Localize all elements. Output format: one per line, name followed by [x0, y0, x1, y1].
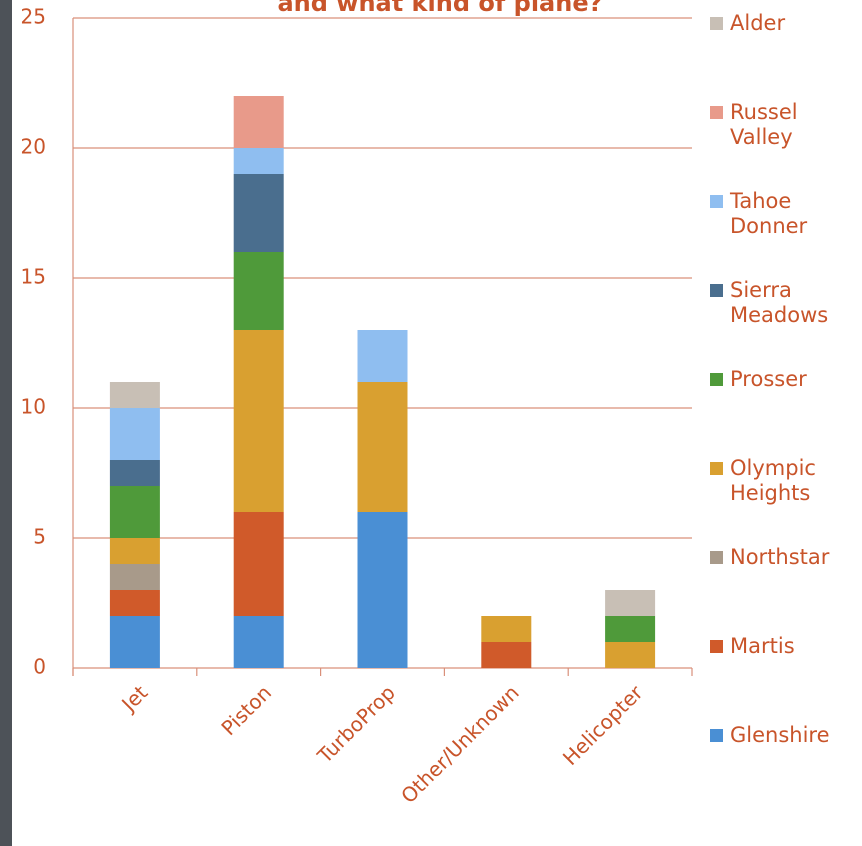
- y-tick-label: 5: [33, 525, 46, 549]
- legend-item: Northstar: [710, 545, 850, 570]
- x-tick-label: Piston: [216, 680, 276, 740]
- bar-segment: [357, 512, 408, 668]
- legend-swatch: [710, 373, 723, 386]
- bar-segment: [481, 642, 532, 668]
- legend-item: Martis: [710, 634, 850, 659]
- bar-segment: [357, 382, 408, 512]
- y-tick-label: 25: [21, 5, 46, 29]
- bar-segment: [233, 330, 284, 512]
- legend-swatch: [710, 551, 723, 564]
- legend-item: Tahoe Donner: [710, 189, 850, 239]
- bar-segment: [233, 96, 284, 148]
- x-tick-label: TurboProp: [312, 680, 400, 768]
- bar-segment: [109, 486, 160, 538]
- bar-segment: [605, 590, 656, 616]
- legend-swatch: [710, 106, 723, 119]
- legend-swatch: [710, 729, 723, 742]
- bar-segment: [109, 564, 160, 590]
- legend-label: Northstar: [730, 545, 830, 569]
- y-tick-label: 15: [21, 265, 46, 289]
- bar-segment: [481, 616, 532, 642]
- legend-label: Olympic Heights: [730, 456, 816, 505]
- legend-swatch: [710, 17, 723, 30]
- legend-item: Olympic Heights: [710, 456, 850, 506]
- legend-swatch: [710, 462, 723, 475]
- bar-segment: [109, 590, 160, 616]
- legend-label: Martis: [730, 634, 795, 658]
- bar-segment: [605, 616, 656, 642]
- legend-item: Alder: [710, 11, 850, 36]
- legend-swatch: [710, 284, 723, 297]
- legend-item: Russel Valley: [710, 100, 850, 150]
- bar-segment: [233, 616, 284, 668]
- legend-label: Russel Valley: [730, 100, 798, 149]
- chart-title: and what kind of plane?: [277, 0, 602, 17]
- bar-segment: [233, 512, 284, 616]
- legend-swatch: [710, 640, 723, 653]
- bar-segment: [109, 382, 160, 408]
- bar-segment: [233, 148, 284, 174]
- legend-label: Sierra Meadows: [730, 278, 829, 327]
- bar-segment: [233, 174, 284, 252]
- bar-segment: [233, 252, 284, 330]
- x-tick-label: Jet: [116, 680, 153, 717]
- y-tick-label: 10: [21, 395, 46, 419]
- x-tick-label: Other/Unknown: [396, 680, 524, 808]
- legend-item: Sierra Meadows: [710, 278, 850, 328]
- bar-segment: [109, 616, 160, 668]
- bar-segment: [357, 330, 408, 382]
- legend-item: Prosser: [710, 367, 850, 392]
- legend-label: Glenshire: [730, 723, 830, 747]
- y-tick-label: 20: [21, 135, 46, 159]
- legend-item: Glenshire: [710, 723, 850, 748]
- y-tick-label: 0: [33, 655, 46, 679]
- x-tick-label: Helicopter: [558, 680, 648, 770]
- legend-swatch: [710, 195, 723, 208]
- bar-segment: [109, 538, 160, 564]
- legend-label: Prosser: [730, 367, 807, 391]
- bar-segment: [109, 460, 160, 486]
- legend-label: Tahoe Donner: [730, 189, 808, 238]
- bar-segment: [605, 642, 656, 668]
- legend-label: Alder: [730, 11, 786, 35]
- side-strip: [0, 0, 12, 846]
- bar-segment: [109, 408, 160, 460]
